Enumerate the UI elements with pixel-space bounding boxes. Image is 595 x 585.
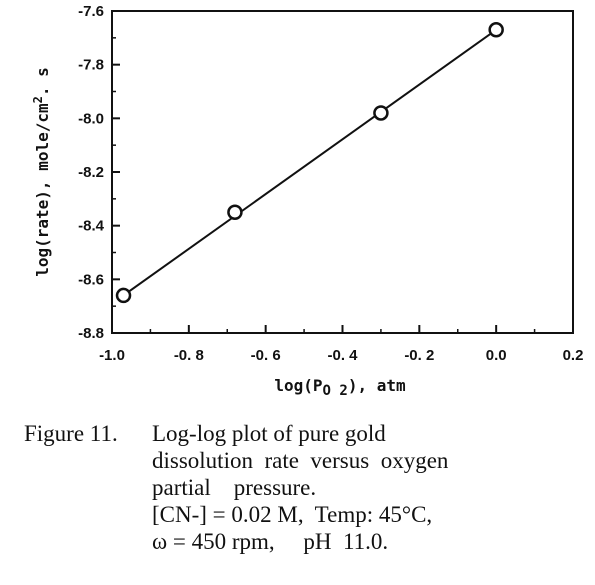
fit-line (119, 28, 497, 299)
y-tick-label: -8.0 (78, 110, 104, 127)
data-point (488, 22, 504, 38)
y-axis-ticks: -7.6 -7.8 -8.0 -8.2 -8.4 -8.6 -8.8 (78, 3, 120, 342)
data-point (373, 105, 389, 121)
x-tick-label: -0. 6 (251, 347, 281, 364)
y-tick-label: -8.6 (78, 271, 104, 288)
y-tick-label: -8.4 (78, 218, 105, 235)
x-tick-label: 0.2 (563, 347, 584, 364)
caption-text: Log-log plot of pure gold dissolution ra… (152, 420, 584, 555)
data-point (227, 204, 243, 220)
y-tick-label: -8.8 (78, 325, 104, 342)
caption-line: [CN-] = 0.02 M, Temp: 45°C, (152, 502, 433, 527)
y-axis-label: log(rate), mole/cm2. s (31, 67, 52, 277)
chart: -1.0 -0. 8 -0. 6 -0. 4 -0. 2 0.0 0.2 -7.6-7.8-… (31, 3, 583, 399)
y-tick-label: -8.2 (78, 164, 104, 181)
y-tick-label: -7.8 (78, 57, 104, 74)
plot-frame (111, 10, 574, 334)
figure-caption: Figure 11. Log-log plot of pure gold dis… (24, 420, 584, 555)
caption-label: Figure 11. (24, 421, 118, 446)
y-tick-label: -7.6 (78, 3, 104, 20)
data-point (115, 287, 132, 304)
caption-row: Figure 11. Log-log plot of pure gold dis… (24, 420, 584, 555)
x-axis-ticks: -1.0 -0. 8 -0. 6 -0. 4 -0. 2 0.0 0.2 (99, 325, 583, 364)
fit-line-group (119, 28, 497, 299)
data-points (115, 22, 504, 304)
caption-line: dissolution rate versus oxygen (152, 448, 449, 473)
caption-line: partial pressure. (152, 475, 317, 500)
x-tick-label: -0. 4 (327, 347, 358, 364)
caption-line: Log-log plot of pure gold (152, 421, 386, 446)
caption-line: ω = 450 rpm, pH 11.0. (152, 529, 389, 554)
x-tick-label: -1.0 (99, 347, 125, 364)
x-axis-label: log(PO 2), atm (274, 376, 406, 399)
x-tick-label: -0. 2 (404, 347, 434, 364)
x-tick-label: 0.0 (486, 347, 507, 364)
x-tick-label: -0. 8 (174, 347, 204, 364)
